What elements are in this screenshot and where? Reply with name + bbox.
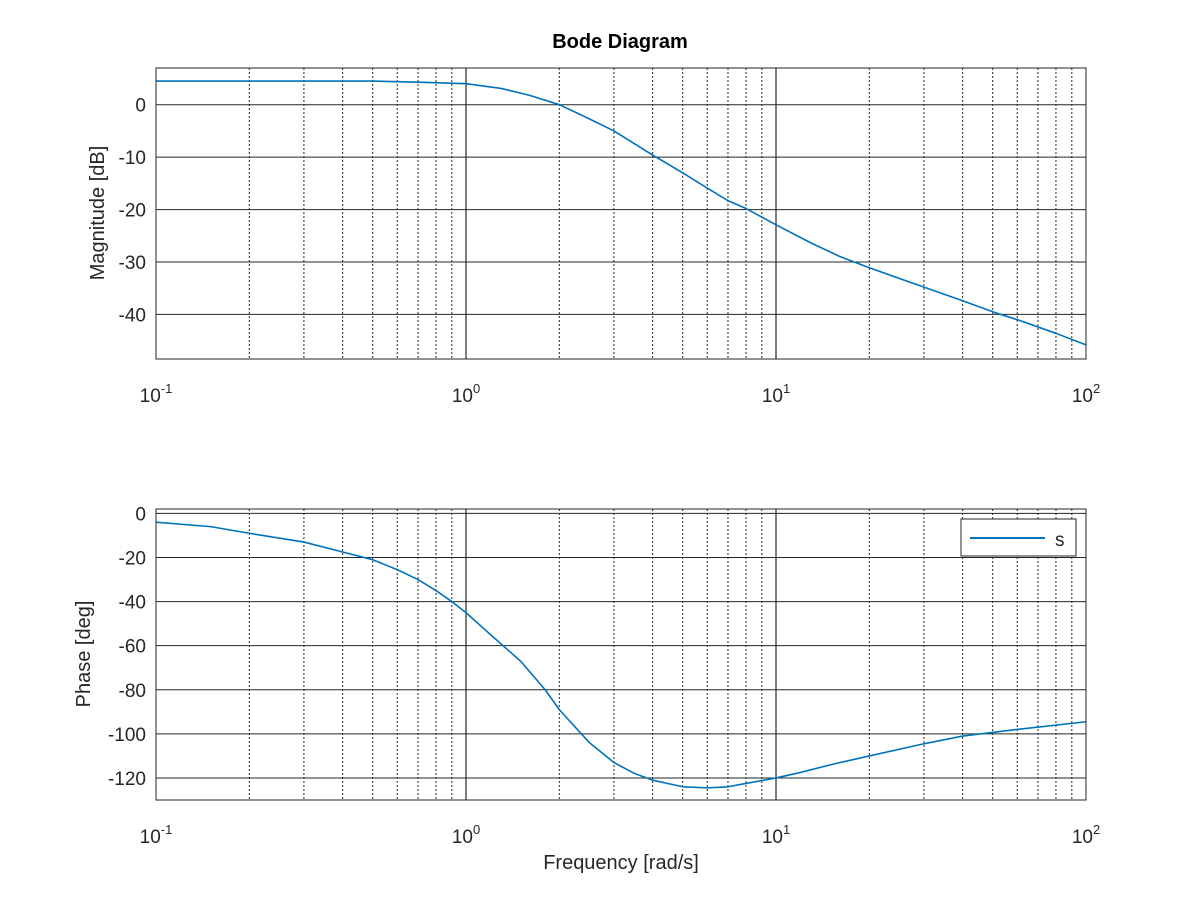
- phase-x-tick-exponent: 1: [783, 822, 790, 837]
- magnitude-x-tick-label: 100: [452, 381, 480, 407]
- phase-y-tick-label: -100: [108, 725, 146, 746]
- phase-y-tick-label: -80: [119, 681, 146, 702]
- phase-y-tick-label: -60: [119, 637, 146, 658]
- phase-x-tick-exponent: 0: [473, 822, 480, 837]
- phase-y-tick-label: -20: [119, 549, 146, 570]
- magnitude-x-tick-label: 10-1: [140, 381, 173, 407]
- magnitude-grid: [156, 68, 1086, 359]
- phase-y-tick-label: 0: [135, 504, 146, 525]
- phase-x-tick-label: 101: [762, 822, 790, 848]
- phase-x-tick-exponent: 2: [1093, 822, 1100, 837]
- magnitude-y-tick-label: -40: [119, 305, 146, 326]
- magnitude-x-tick-exponent: 0: [473, 381, 480, 396]
- chart-title: Bode Diagram: [552, 31, 688, 53]
- phase-x-tick-label: 100: [452, 822, 480, 848]
- magnitude-y-axis-label: Magnitude [dB]: [87, 146, 109, 281]
- magnitude-x-tick-base: 10: [762, 386, 783, 407]
- legend: s: [960, 518, 1077, 557]
- magnitude-plot-frame: [155, 67, 1087, 360]
- phase-y-axis-label: Phase [deg]: [73, 601, 95, 708]
- phase-series-line: [155, 521, 1087, 789]
- phase-y-ticks: 0 -20 -40 -60 -80 -100 -120: [108, 504, 146, 790]
- magnitude-x-tick-base: 10: [140, 386, 161, 407]
- phase-x-tick-label: 102: [1072, 822, 1100, 848]
- phase-plot-frame: [155, 508, 1087, 801]
- magnitude-panel: 0-10-20-30-40 10-1 100 101 102 Magnitude [d…: [87, 67, 1101, 407]
- phase-x-ticks: 10-1 100 101 102: [140, 822, 1101, 848]
- phase-x-tick-base: 10: [452, 827, 473, 848]
- magnitude-plot-background: [156, 68, 1086, 359]
- magnitude-x-tick-exponent: 1: [783, 381, 790, 396]
- phase-curves: [155, 521, 1087, 789]
- phase-x-tick-label: 10-1: [140, 822, 173, 848]
- phase-x-tick-base: 10: [1072, 827, 1093, 848]
- phase-plot-background: [156, 509, 1086, 800]
- magnitude-x-tick-label: 101: [762, 381, 790, 407]
- phase-x-axis-label: Frequency [rad/s]: [543, 852, 699, 874]
- phase-grid: [156, 509, 1086, 800]
- magnitude-x-tick-label: 102: [1072, 381, 1100, 407]
- magnitude-x-tick-base: 10: [452, 386, 473, 407]
- magnitude-x-tick-exponent: -1: [161, 381, 173, 396]
- phase-x-tick-exponent: -1: [161, 822, 173, 837]
- magnitude-y-tick-label: -20: [119, 201, 146, 222]
- magnitude-curves: [156, 80, 1087, 346]
- magnitude-x-tick-exponent: 2: [1093, 381, 1100, 396]
- magnitude-y-tick-label: -10: [119, 148, 146, 169]
- phase-y-tick-label: -40: [119, 593, 146, 614]
- magnitude-x-ticks: 10-1 100 101 102: [140, 381, 1101, 407]
- phase-x-tick-base: 10: [140, 827, 161, 848]
- magnitude-x-tick-base: 10: [1072, 386, 1093, 407]
- phase-y-tick-label: -120: [108, 769, 146, 790]
- magnitude-y-ticks: 0 -10 -20 -30 -40: [119, 96, 146, 327]
- magnitude-y-tick-label: -30: [119, 253, 146, 274]
- magnitude-series-line: [156, 80, 1087, 346]
- magnitude-y-tick-label: 0: [135, 96, 146, 117]
- phase-panel: 0-20-40-60-80-100-120 10-1 100 101 102 Phas…: [73, 504, 1100, 874]
- phase-x-tick-base: 10: [762, 827, 783, 848]
- legend-entry-s: s: [1055, 530, 1065, 551]
